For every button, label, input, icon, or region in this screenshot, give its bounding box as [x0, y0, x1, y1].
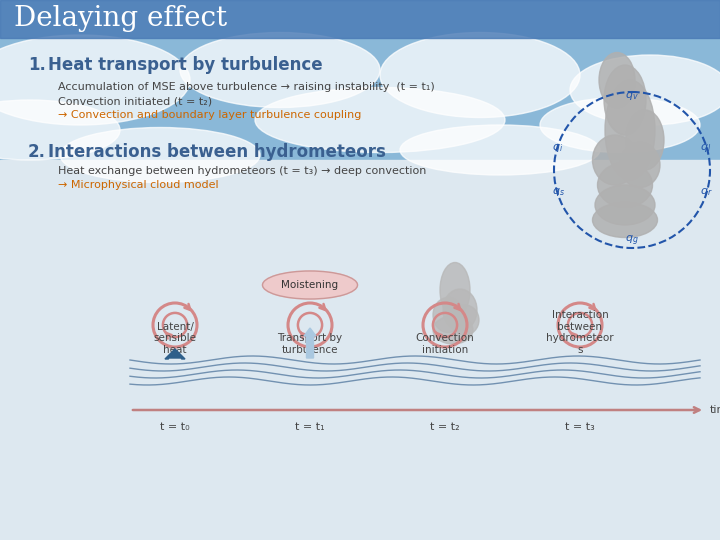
Text: Accumulation of MSE above turbulence → raising instability  (t = t₁): Accumulation of MSE above turbulence → r…: [58, 82, 435, 92]
Ellipse shape: [0, 100, 120, 160]
Text: $q_r$: $q_r$: [700, 186, 712, 198]
Ellipse shape: [440, 262, 470, 318]
Ellipse shape: [570, 55, 720, 125]
Bar: [0, 160, 720, 540]
Text: 1.: 1.: [28, 56, 46, 74]
Ellipse shape: [263, 271, 358, 299]
Ellipse shape: [595, 185, 655, 225]
Ellipse shape: [540, 98, 700, 152]
Text: t = t₁: t = t₁: [295, 422, 325, 432]
Bar: [0, 0, 720, 200]
Text: Interaction
between
hydrometeor
s: Interaction between hydrometeor s: [546, 310, 614, 355]
Ellipse shape: [620, 143, 660, 187]
Ellipse shape: [605, 80, 655, 180]
Text: Interactions between hydrometeors: Interactions between hydrometeors: [48, 143, 386, 161]
Text: → Microphysical cloud model: → Microphysical cloud model: [58, 180, 219, 190]
Ellipse shape: [180, 32, 380, 107]
Text: $q_s$: $q_s$: [552, 186, 564, 198]
Text: t = t₃: t = t₃: [565, 422, 595, 432]
Ellipse shape: [451, 305, 479, 335]
Text: Convection
initiation: Convection initiation: [415, 333, 474, 355]
Ellipse shape: [255, 87, 505, 152]
Ellipse shape: [593, 202, 657, 238]
Ellipse shape: [60, 127, 260, 183]
Text: Heat transport by turbulence: Heat transport by turbulence: [48, 56, 323, 74]
Ellipse shape: [433, 316, 473, 344]
Text: Moistening: Moistening: [282, 280, 338, 290]
Ellipse shape: [626, 110, 664, 170]
Ellipse shape: [400, 125, 600, 175]
Text: Delaying effect: Delaying effect: [14, 5, 227, 32]
Text: Latent/
sensible
heat: Latent/ sensible heat: [153, 322, 197, 355]
Text: → Convection and boundary layer turbulence coupling: → Convection and boundary layer turbulen…: [58, 110, 361, 120]
Text: $q_v$: $q_v$: [625, 90, 639, 102]
Bar: [0, 0, 720, 38]
Text: $q_i$: $q_i$: [552, 142, 564, 154]
Ellipse shape: [433, 298, 463, 333]
Text: 2.: 2.: [28, 143, 46, 161]
Text: $q_l$: $q_l$: [701, 142, 711, 154]
Ellipse shape: [380, 32, 580, 118]
Text: t = t₂: t = t₂: [430, 422, 460, 432]
FancyArrow shape: [165, 349, 185, 359]
Text: Convection initiated (t = t₂): Convection initiated (t = t₂): [58, 96, 212, 106]
FancyArrow shape: [304, 328, 316, 358]
Ellipse shape: [598, 163, 652, 207]
Text: t = t₀: t = t₀: [160, 422, 190, 432]
Text: Transport by
turbulence: Transport by turbulence: [277, 333, 343, 355]
Ellipse shape: [0, 35, 190, 125]
Text: time: time: [710, 405, 720, 415]
Text: Heat exchange between hydrometeors (t = t₃) → deep convection: Heat exchange between hydrometeors (t = …: [58, 166, 426, 176]
Ellipse shape: [599, 52, 635, 107]
Ellipse shape: [593, 135, 637, 185]
Ellipse shape: [443, 289, 477, 331]
Text: $q_g$: $q_g$: [625, 234, 639, 248]
Ellipse shape: [604, 65, 646, 135]
